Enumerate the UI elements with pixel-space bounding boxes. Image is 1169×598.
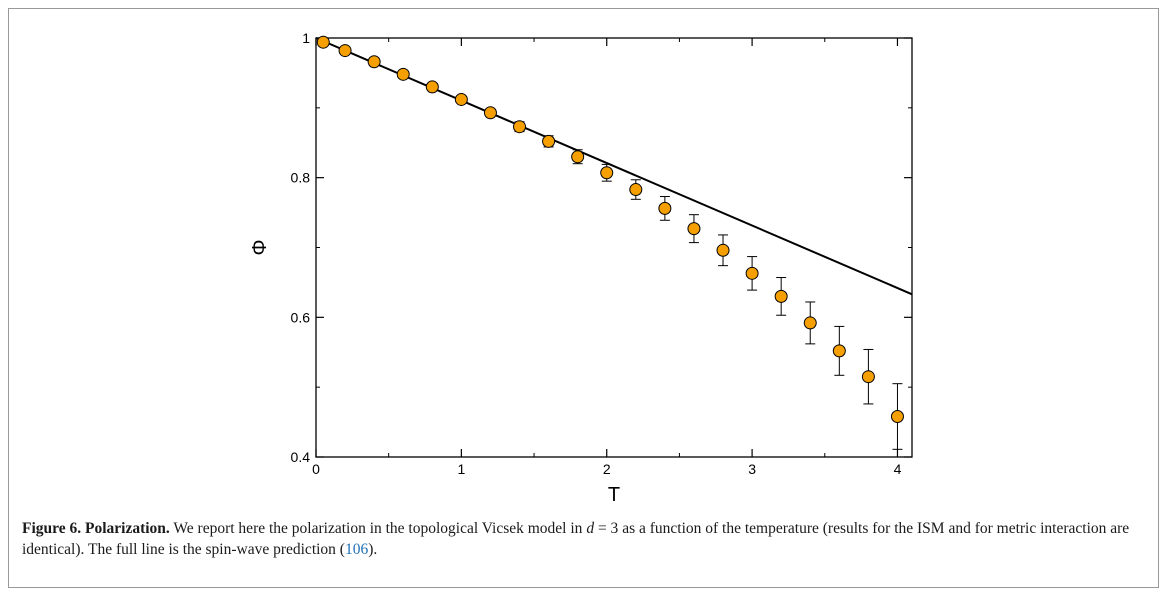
x-tick-label: 3 (748, 461, 756, 477)
data-point (483, 106, 497, 120)
data-point (803, 316, 817, 330)
data-point (454, 92, 468, 106)
data-point (687, 222, 701, 236)
caption-text-end: ). (368, 541, 378, 558)
x-tick-label: 1 (457, 461, 465, 477)
data-point (745, 266, 759, 280)
data-points (316, 35, 904, 423)
y-tick-label: 1 (302, 30, 310, 46)
data-point (338, 44, 352, 58)
data-point (367, 55, 381, 69)
data-point (890, 409, 904, 423)
data-point (861, 370, 875, 384)
caption-text-1: We report here the polarization in the t… (169, 520, 587, 537)
x-tick-label: 4 (894, 461, 902, 477)
data-point (542, 134, 556, 148)
caption-ref-link[interactable]: 106 (344, 541, 369, 558)
data-point (513, 120, 527, 134)
spin-wave-prediction-line (315, 37, 913, 296)
data-point (425, 80, 439, 94)
data-point (600, 166, 614, 180)
y-axis-label: Φ (249, 240, 271, 256)
data-point (316, 35, 330, 49)
ticks (315, 37, 912, 458)
figure-caption: Figure 6. Polarization. We report here t… (22, 518, 1142, 560)
caption-text-2: as a function of the temperature (result… (22, 520, 1130, 558)
y-tick-label: 0.8 (291, 170, 311, 186)
plot-frame (315, 37, 913, 458)
tick-labels: 0 1 2 3 4 0.4 0.6 0.8 1 (291, 30, 902, 477)
figure-frame (8, 8, 1159, 588)
data-point (716, 243, 730, 257)
data-point (571, 150, 585, 164)
caption-label: Figure 6. Polarization. (22, 520, 170, 537)
x-tick-label: 0 (312, 461, 320, 477)
data-point (832, 344, 846, 358)
caption-math-eq: = 3 (594, 520, 619, 537)
y-tick-label: 0.4 (291, 449, 311, 465)
error-bars (318, 39, 903, 450)
data-point (774, 289, 788, 303)
x-axis-label: T (608, 484, 620, 506)
data-point (629, 183, 643, 197)
caption-math-d: d (586, 520, 595, 537)
spin-wave-line (315, 37, 913, 296)
data-point (396, 67, 410, 81)
data-point (658, 201, 672, 215)
y-tick-label: 0.6 (291, 309, 311, 325)
axes-box (315, 37, 913, 458)
x-tick-label: 2 (603, 461, 611, 477)
